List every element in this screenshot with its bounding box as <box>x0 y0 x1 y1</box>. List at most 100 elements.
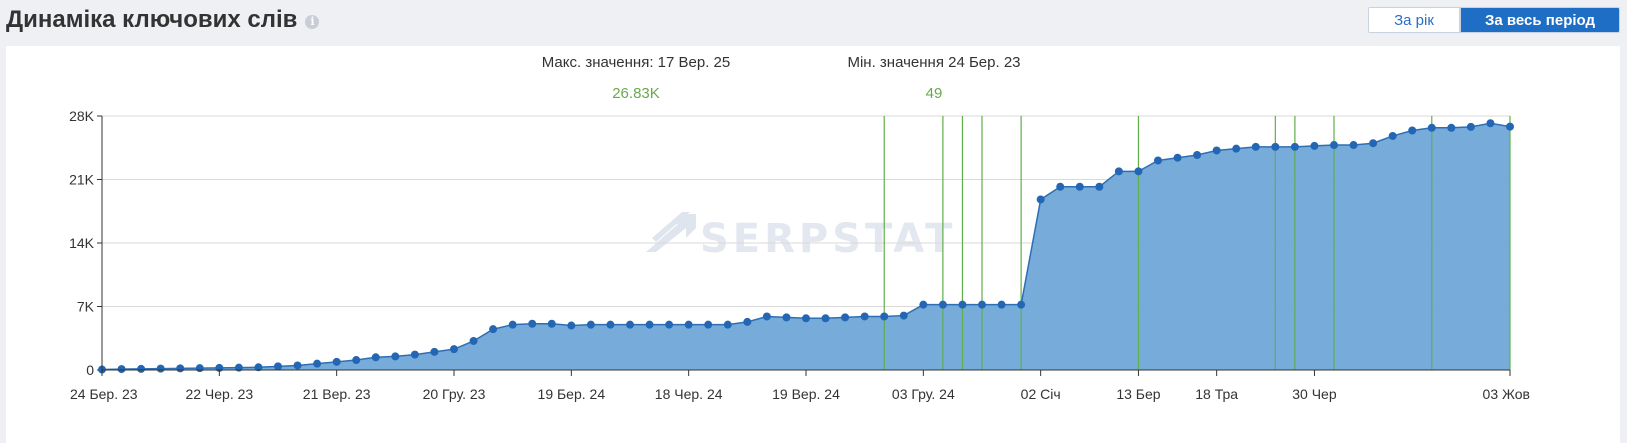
data-point <box>860 312 869 321</box>
data-point <box>1271 142 1280 151</box>
x-tick-label: 13 Бер <box>1116 386 1160 402</box>
data-point <box>802 314 810 323</box>
data-point <box>880 312 889 321</box>
period-year-button[interactable]: За рік <box>1368 7 1460 33</box>
x-tick-label: 03 Гру. 24 <box>892 386 955 402</box>
data-point <box>1251 142 1260 151</box>
data-point <box>567 321 576 330</box>
x-tick-label: 19 Вер. 24 <box>772 386 840 402</box>
min-stat-label: Мін. значення 24 Бер. 23 <box>847 54 1021 71</box>
data-point <box>156 364 165 373</box>
data-point <box>1427 123 1436 132</box>
data-point <box>430 347 439 356</box>
data-point <box>1388 131 1397 140</box>
x-tick-label: 18 Чер. 24 <box>655 386 723 402</box>
data-point <box>645 320 654 329</box>
data-point <box>704 320 713 329</box>
data-point <box>684 320 693 329</box>
x-tick-label: 02 Січ <box>1021 386 1061 402</box>
data-point <box>332 357 341 366</box>
data-point <box>1212 146 1221 155</box>
x-tick-label: 24 Бер. 23 <box>70 386 138 402</box>
data-point <box>391 352 400 361</box>
data-point <box>1310 141 1319 150</box>
data-point <box>762 312 771 321</box>
data-point <box>313 359 322 368</box>
data-point <box>1154 156 1162 165</box>
chart-panel: Макс. значення: 17 Вер. 25 26.83K Мін. з… <box>6 46 1620 443</box>
info-icon[interactable]: i <box>305 14 320 29</box>
data-point <box>1114 167 1123 176</box>
watermark-logo-icon <box>646 212 696 252</box>
data-point <box>508 320 517 329</box>
y-tick-label: 14K <box>69 235 95 251</box>
y-tick-label: 0 <box>86 362 94 378</box>
data-point <box>997 300 1006 309</box>
y-tick-label: 21K <box>69 172 95 188</box>
page-title: Динаміка ключових слів i <box>6 6 320 34</box>
data-point <box>665 320 674 329</box>
data-point <box>841 313 850 322</box>
data-point <box>978 300 986 309</box>
x-tick-label: 30 Чер <box>1292 386 1337 402</box>
data-point <box>919 300 928 309</box>
x-tick-label: 03 Жов <box>1483 386 1530 402</box>
data-point <box>176 364 185 373</box>
data-point <box>489 325 498 334</box>
data-point <box>1134 167 1143 176</box>
data-point <box>450 345 458 354</box>
data-point <box>371 353 380 362</box>
min-stat: Мін. значення 24 Бер. 23 49 <box>834 54 1034 102</box>
watermark-text: SERPSTAT <box>700 216 956 262</box>
data-point <box>547 319 556 328</box>
data-point <box>1369 139 1378 148</box>
x-tick-label: 21 Вер. 23 <box>303 386 371 402</box>
data-point <box>1349 141 1358 150</box>
x-tick-label: 18 Тра <box>1195 386 1238 402</box>
period-all-button[interactable]: За весь період <box>1460 7 1620 33</box>
data-point <box>352 356 361 365</box>
data-point <box>1506 122 1514 131</box>
max-stat-value: 26.83K <box>612 85 660 102</box>
data-point <box>293 361 302 370</box>
data-point <box>586 320 595 329</box>
data-point <box>1095 182 1104 191</box>
data-point <box>1075 182 1084 191</box>
data-point <box>1036 195 1045 204</box>
data-point <box>938 300 947 309</box>
data-point <box>137 364 146 373</box>
y-tick-label: 28K <box>69 108 95 124</box>
data-point <box>1056 182 1065 191</box>
data-point <box>1486 119 1495 128</box>
min-stat-value: 49 <box>925 85 943 102</box>
data-point <box>606 320 615 329</box>
x-tick-label: 22 Чер. 23 <box>185 386 253 402</box>
max-stat: Макс. значення: 17 Вер. 25 26.83K <box>536 54 736 102</box>
data-point <box>1330 141 1338 150</box>
page-title-text: Динаміка ключових слів <box>6 6 298 33</box>
data-point <box>626 320 634 329</box>
y-tick-label: 7K <box>77 299 95 315</box>
data-point <box>958 300 967 309</box>
data-point <box>821 314 830 323</box>
data-point <box>469 336 478 345</box>
watermark: SERPSTAT <box>646 212 956 262</box>
data-point <box>1290 142 1299 151</box>
data-point <box>743 317 752 326</box>
data-point <box>1173 153 1182 162</box>
period-toggle: За рік За весь період <box>1368 7 1620 33</box>
x-tick-label: 20 Гру. 23 <box>423 386 486 402</box>
data-point <box>1466 122 1475 131</box>
series-area <box>102 123 1510 370</box>
data-point <box>1408 126 1417 135</box>
data-point <box>899 311 908 320</box>
x-tick-label: 19 Бер. 24 <box>538 386 606 402</box>
data-point <box>195 364 204 373</box>
data-point <box>410 350 419 359</box>
max-stat-label: Макс. значення: 17 Вер. 25 <box>541 54 731 71</box>
data-point <box>723 320 732 329</box>
data-point <box>528 319 537 328</box>
data-point <box>1017 300 1026 309</box>
data-point <box>117 365 126 374</box>
data-point <box>1447 123 1456 132</box>
